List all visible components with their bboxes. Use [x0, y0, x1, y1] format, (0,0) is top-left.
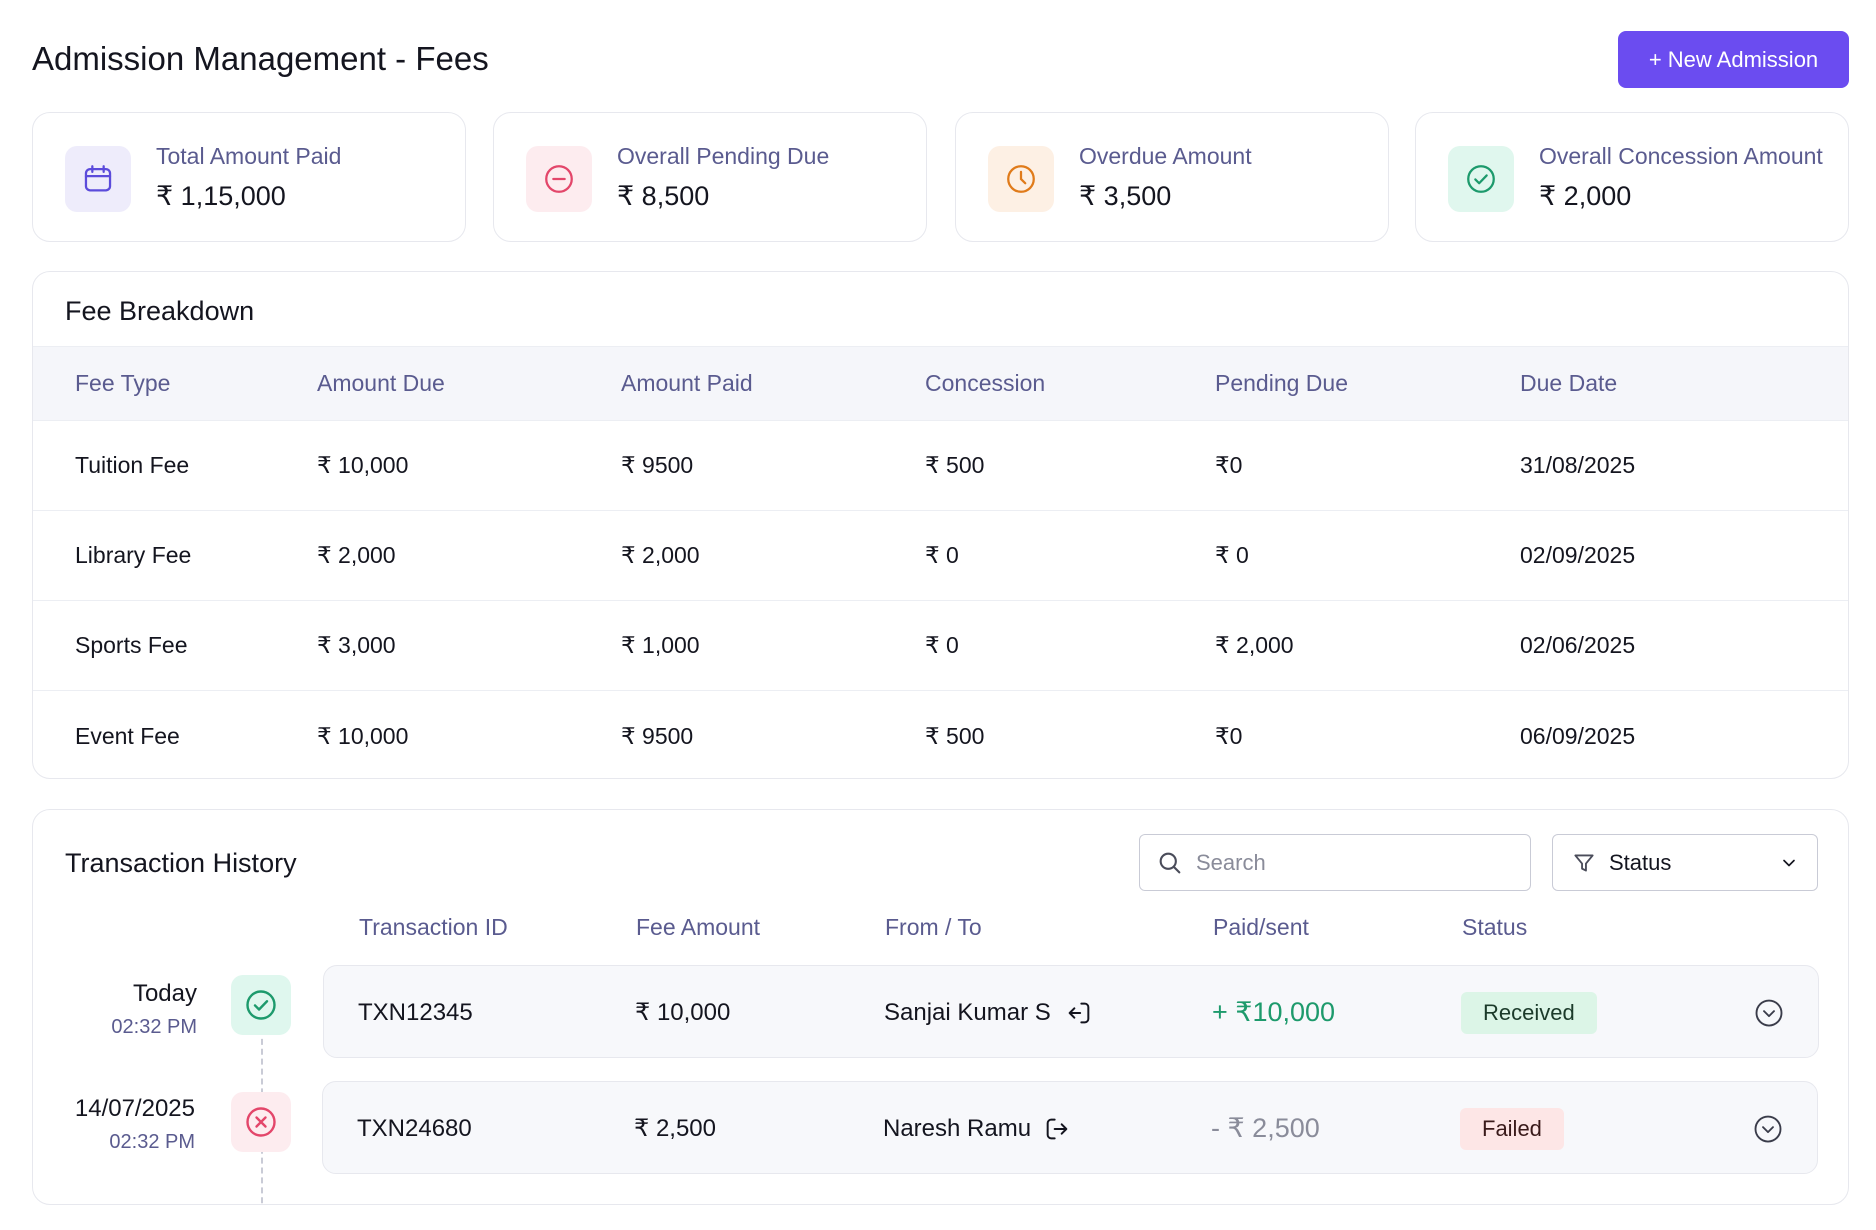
summary-card-concession: Overall Concession Amount ₹ 2,000 — [1415, 112, 1849, 242]
summary-label: Overdue Amount — [1079, 143, 1252, 169]
filter-icon — [1574, 853, 1594, 872]
summary-value: ₹ 8,500 — [617, 181, 710, 211]
transaction-day: 14/07/2025 — [74, 1095, 195, 1122]
fee-amount: ₹ 2,500 — [634, 1115, 716, 1142]
transaction-time: 02:32 PM — [109, 1131, 195, 1153]
check-circle-icon — [231, 975, 291, 1035]
column-header: Fee Amount — [636, 914, 761, 940]
column-header: Fee Type — [75, 370, 171, 396]
transaction-date: Today 02:32 PM — [47, 980, 197, 1039]
clock-icon — [988, 146, 1054, 212]
table-cell: ₹ 2,000 — [317, 542, 396, 568]
summary-card-pending-due: Overall Pending Due ₹ 8,500 — [493, 112, 927, 242]
table-cell: ₹ 9500 — [621, 722, 694, 749]
transaction-id: TXN12345 — [358, 998, 473, 1026]
column-header: Status — [1462, 914, 1528, 940]
calendar-icon — [65, 146, 131, 212]
column-header: Amount Due — [317, 370, 445, 396]
minus-circle-icon — [526, 146, 592, 212]
table-header: Fee Type Amount Due Amount Paid Concessi… — [33, 346, 1848, 421]
table-row: Event Fee ₹ 10,000 ₹ 9500 ₹ 500 ₹0 06/09… — [33, 691, 1848, 778]
status-badge: Received — [1461, 991, 1597, 1034]
expand-chevron-icon[interactable] — [1753, 1114, 1783, 1144]
table-cell: ₹0 — [1215, 722, 1243, 749]
paid-sent-amount: - ₹ 2,500 — [1211, 1113, 1320, 1143]
table-cell: Tuition Fee — [75, 452, 190, 478]
table-cell: Library Fee — [75, 542, 192, 568]
summary-label: Overall Pending Due — [617, 143, 830, 169]
status-badge-wrap: Received — [1461, 966, 1597, 1059]
column-header: Concession — [925, 370, 1046, 396]
transaction-row[interactable]: TXN12345 ₹ 10,000 Sanjai Kumar S + ₹10,0… — [323, 965, 1819, 1058]
transaction-time: 02:32 PM — [111, 1016, 197, 1038]
table-cell: ₹ 3,000 — [317, 632, 396, 658]
table-cell: ₹ 10,000 — [317, 722, 409, 749]
fee-breakdown-title: Fee Breakdown — [65, 296, 255, 326]
logout-icon — [1046, 1118, 1068, 1139]
login-icon — [1068, 1002, 1090, 1023]
search-icon — [1159, 852, 1181, 873]
page-title: Admission Management - Fees — [32, 40, 489, 77]
summary-label: Overall Concession Amount — [1539, 143, 1823, 169]
party-name: Naresh Ramu — [883, 1114, 1032, 1142]
transaction-history-title: Transaction History — [65, 848, 297, 878]
column-header: Paid/sent — [1213, 914, 1309, 940]
table-cell: ₹ 500 — [925, 452, 985, 478]
status-filter-dropdown[interactable]: Status — [1552, 834, 1818, 891]
table-cell: ₹ 0 — [1215, 542, 1249, 568]
table-cell: ₹ 500 — [925, 722, 985, 749]
transaction-date: 14/07/2025 02:32 PM — [45, 1095, 195, 1154]
status-filter-label: Status — [1609, 849, 1672, 875]
summary-card-total-paid: Total Amount Paid ₹ 1,15,000 — [32, 112, 466, 242]
transaction-row[interactable]: TXN24680 ₹ 2,500 Naresh Ramu - ₹ 2,500 F… — [322, 1081, 1818, 1174]
transaction-day: Today — [132, 980, 197, 1007]
column-header: Amount Paid — [621, 370, 753, 396]
summary-value: ₹ 2,000 — [1539, 181, 1632, 211]
table-cell: ₹ 1,000 — [621, 632, 700, 658]
column-header: Pending Due — [1215, 370, 1348, 396]
table-cell: Sports Fee — [75, 632, 188, 658]
table-cell: 31/08/2025 — [1520, 452, 1636, 478]
new-admission-button[interactable]: + New Admission — [1618, 31, 1849, 88]
column-header: From / To — [885, 914, 982, 940]
fee-table: Fee Type Amount Due Amount Paid Concessi… — [33, 346, 1848, 778]
table-cell: 02/06/2025 — [1520, 632, 1636, 658]
search-box[interactable] — [1139, 834, 1531, 891]
summary-card-overdue: Overdue Amount ₹ 3,500 — [955, 112, 1389, 242]
summary-label: Total Amount Paid — [156, 143, 342, 169]
table-row: Tuition Fee ₹ 10,000 ₹ 9500 ₹ 500 ₹0 31/… — [33, 421, 1848, 511]
table-cell: ₹ 2,000 — [1215, 632, 1294, 658]
transaction-history-panel: Transaction History Status Transaction I… — [32, 809, 1849, 1205]
table-cell: 02/09/2025 — [1520, 542, 1636, 568]
summary-value: ₹ 1,15,000 — [156, 181, 286, 211]
search-input[interactable] — [1196, 849, 1516, 876]
fee-breakdown-panel: Fee Breakdown Fee Type Amount Due Amount… — [32, 271, 1849, 779]
status-badge: Failed — [1460, 1107, 1564, 1150]
table-row: Sports Fee ₹ 3,000 ₹ 1,000 ₹ 0 ₹ 2,000 0… — [33, 601, 1848, 691]
table-cell: ₹ 0 — [925, 632, 959, 658]
chevron-down-icon — [1783, 859, 1795, 867]
check-circle-icon — [1448, 146, 1514, 212]
summary-value: ₹ 3,500 — [1079, 181, 1172, 211]
table-cell: ₹ 2,000 — [621, 542, 700, 568]
table-cell: Event Fee — [75, 722, 180, 749]
table-cell: ₹ 0 — [925, 542, 959, 568]
column-header: Transaction ID — [359, 914, 508, 940]
table-cell: ₹ 10,000 — [317, 452, 409, 478]
table-cell: ₹0 — [1215, 452, 1243, 478]
table-row: Library Fee ₹ 2,000 ₹ 2,000 ₹ 0 ₹ 0 02/0… — [33, 511, 1848, 601]
status-badge-wrap: Failed — [1460, 1082, 1564, 1175]
transaction-id: TXN24680 — [357, 1114, 472, 1142]
table-cell: 06/09/2025 — [1520, 722, 1636, 749]
expand-chevron-icon[interactable] — [1754, 998, 1784, 1028]
paid-sent-amount: + ₹10,000 — [1212, 997, 1336, 1027]
column-header: Due Date — [1520, 370, 1618, 396]
from-to: Sanjai Kumar S — [884, 966, 1093, 1059]
party-name: Sanjai Kumar S — [884, 998, 1051, 1026]
fee-amount: ₹ 10,000 — [635, 999, 731, 1026]
table-cell: ₹ 9500 — [621, 452, 694, 478]
from-to: Naresh Ramu — [883, 1082, 1071, 1175]
x-circle-icon — [231, 1092, 291, 1152]
